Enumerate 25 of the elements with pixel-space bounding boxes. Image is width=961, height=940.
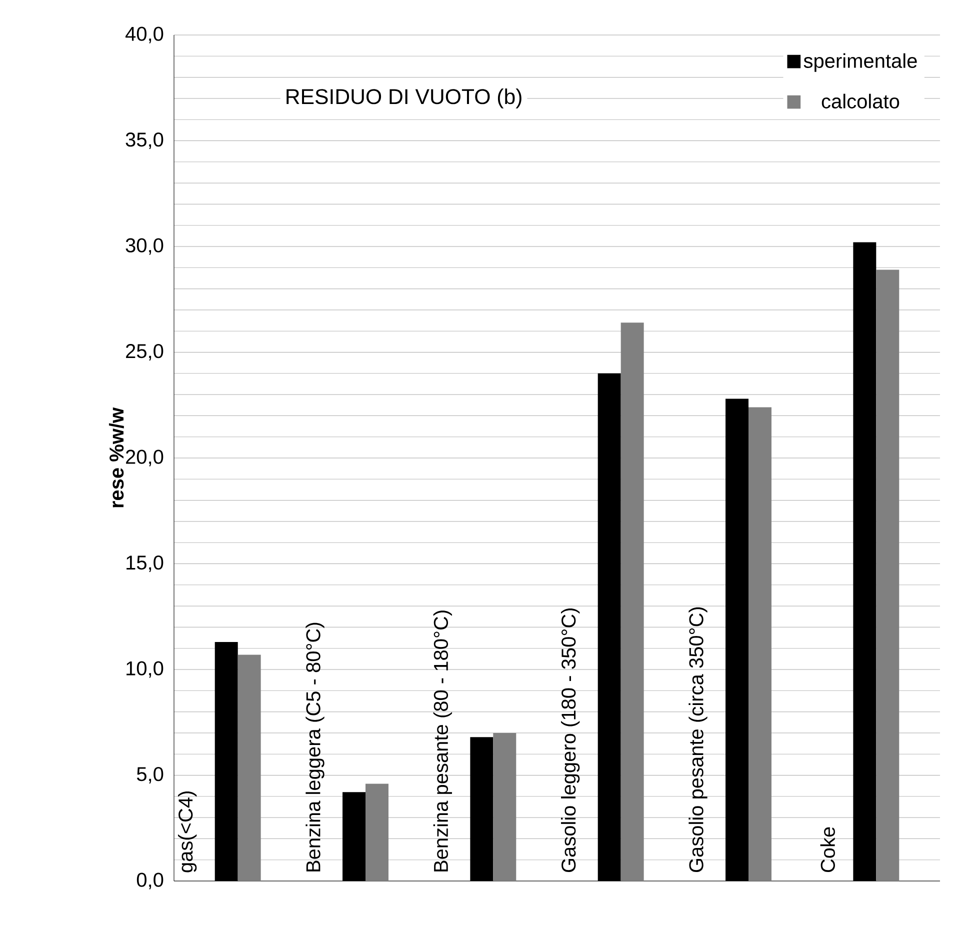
- x-tick-label: Gasolio pesante (circa 350°C): [688, 607, 708, 872]
- y-tick-label: 30,0: [126, 238, 164, 255]
- bar: [366, 784, 388, 881]
- y-tick-label: 40,0: [125, 26, 164, 44]
- bar: [238, 654, 261, 881]
- y-tick-label: 25,0: [126, 344, 164, 361]
- bar: [493, 732, 516, 881]
- x-tick-label: Gasolio leggero (180 - 350°C): [561, 608, 580, 872]
- x-tick-label: gas(<C4): [178, 792, 197, 872]
- y-tick-label: 15,0: [126, 555, 164, 572]
- bar: [620, 322, 644, 881]
- x-tick-label: Coke: [820, 827, 835, 872]
- y-tick-label: 10,0: [126, 661, 164, 678]
- y-axis-title: rese %w/w: [108, 407, 124, 508]
- y-tick-label: 0,0: [136, 872, 164, 890]
- y-tick-label: 20,0: [126, 450, 164, 466]
- bar: [748, 407, 772, 881]
- x-tick-label: Benzina pesante (80 - 180°C): [433, 610, 452, 872]
- legend-label: sperimentale: [804, 53, 917, 72]
- y-tick-label: 5,0: [136, 766, 164, 784]
- bar: [876, 270, 900, 881]
- x-tick-label: Benzina leggera (C5 - 80°C): [306, 622, 324, 872]
- legend-label: calcolato: [822, 94, 900, 108]
- y-tick-label: 35,0: [126, 132, 164, 150]
- text: RESIDUO DI VUOTO (b): [286, 88, 522, 108]
